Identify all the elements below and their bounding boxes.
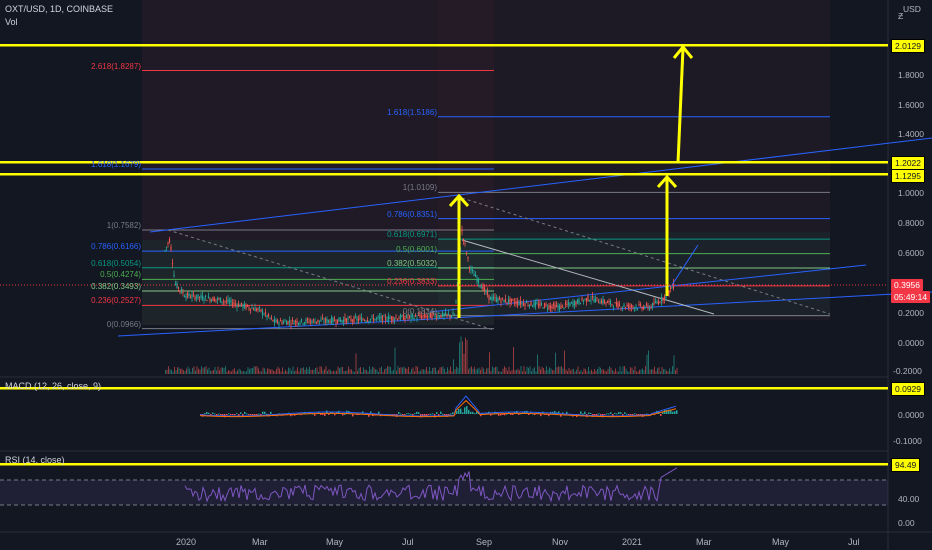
fib-level-label: 1.618(1.1679) [91, 159, 141, 169]
target-high-tag: 2.0129 [891, 39, 925, 53]
price-tick: 0.2000 [898, 308, 924, 318]
price-tick: 0.8000 [898, 218, 924, 228]
target-low-line [0, 173, 888, 176]
fib-level-label: 1(1.0109) [402, 183, 437, 193]
fib-level-label: 0(0.0966) [106, 319, 141, 329]
fib-level-label: 0.5(0.6001) [396, 244, 437, 254]
time-tick: Nov [552, 537, 569, 547]
time-tick: May [772, 537, 790, 547]
arrow-up-1 [448, 193, 470, 318]
fib-level-label: 2.618(1.8287) [91, 61, 141, 71]
time-tick: Mar [252, 537, 268, 547]
rsi-label[interactable]: RSI (14, close) [5, 455, 65, 465]
trend-lower [117, 291, 932, 337]
descending-resistance [461, 239, 715, 315]
rsi-tag: 94.49 [891, 458, 921, 472]
fib-level-label: 1(0.7582) [106, 221, 141, 231]
fib-level-label: 0.236(0.3833) [387, 276, 437, 286]
time-tick: Mar [696, 537, 712, 547]
fib-level-label: 0.382(0.5032) [387, 259, 437, 269]
currency-label[interactable]: USD [903, 4, 921, 14]
arrow-up-2 [656, 174, 678, 296]
fib-level-label: 0(0.1834) [402, 306, 437, 316]
macd-highlight-line [0, 387, 888, 390]
fib-level-label: 0.786(0.6166) [91, 242, 141, 252]
target-mid-line [0, 161, 888, 164]
price-tick: 0.6000 [898, 248, 924, 258]
macd-tick: -0.1000 [893, 436, 922, 446]
time-tick: Jul [402, 537, 414, 547]
price-tick: 1.0000 [898, 188, 924, 198]
macd-label[interactable]: MACD (12, 26, close, 9) [5, 381, 102, 391]
fib-level-label: 0.5(0.4274) [100, 270, 141, 280]
dashed-downtrend-right [461, 197, 831, 315]
trend-mid [429, 264, 867, 313]
fib-level-label: 0.786(0.8351) [387, 209, 437, 219]
time-tick: Jul [848, 537, 860, 547]
fib-level-label: 0.236(0.2527) [91, 296, 141, 306]
rsi-tick: 0.00 [898, 518, 915, 528]
time-tick: 2020 [176, 537, 197, 547]
fib-level-label: 1.618(1.5186) [387, 107, 437, 117]
trend-upper [149, 137, 932, 233]
price-tick: 1.6000 [898, 100, 924, 110]
arrow-up-3 [672, 44, 694, 164]
target-low-tag: 1.1295 [891, 169, 925, 183]
fib-level-label: 0.618(0.6971) [387, 230, 437, 240]
rsi-highlight-line [0, 463, 888, 466]
price-tick: -0.2000 [893, 366, 922, 376]
macd-tick: 0.0000 [898, 410, 924, 420]
macd-tag: 0.0929 [891, 382, 925, 396]
projection-line [671, 244, 699, 286]
currency-glyph: Ƶ [898, 11, 904, 21]
target-mid-tag: 1.2022 [891, 156, 925, 170]
symbol-title[interactable]: OXT/USD, 1D, COINBASE [5, 4, 114, 14]
time-tick: Sep [476, 537, 493, 547]
dashed-downtrend-left [167, 229, 495, 331]
price-tick: 0.0000 [898, 338, 924, 348]
fib-level-label: 0.382(0.3493) [91, 281, 141, 291]
volume-label: Vol [5, 17, 18, 27]
target-high-line [0, 44, 888, 47]
price-tick: 1.4000 [898, 129, 924, 139]
fib-level-label: 0.618(0.5054) [91, 258, 141, 268]
time-tick: 2021 [622, 537, 643, 547]
last-price-tag: 0.3956 [891, 279, 923, 291]
time-tick: May [326, 537, 344, 547]
price-tick: 1.8000 [898, 70, 924, 80]
rsi-tick: 40.00 [898, 494, 920, 504]
countdown-tag: 05:49:14 [891, 291, 931, 303]
